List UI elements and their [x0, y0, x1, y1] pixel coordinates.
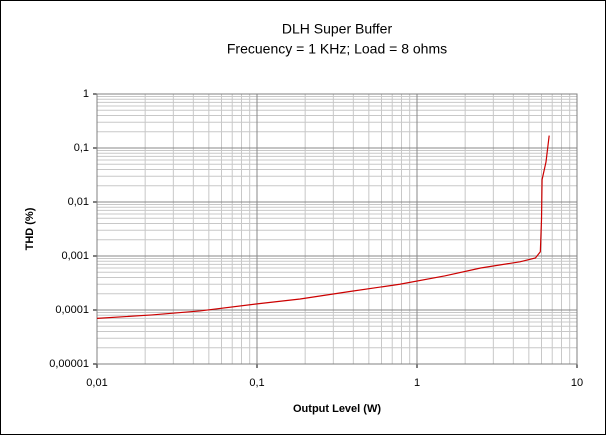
- x-axis-title: Output Level (W): [293, 403, 381, 415]
- y-tick-label: 0,1: [74, 142, 89, 154]
- y-tick-label: 0,00001: [49, 358, 89, 370]
- plot-border: [96, 93, 578, 365]
- y-tick-label: 0,01: [68, 196, 89, 208]
- x-tick-label: 0,01: [86, 377, 107, 389]
- x-tick-label: 1: [414, 377, 420, 389]
- y-tick-label: 0,0001: [55, 304, 89, 316]
- chart-subtitle: Frecuency = 1 KHz; Load = 8 ohms: [227, 41, 447, 57]
- chart-title: DLH Super Buffer: [282, 21, 393, 37]
- data-line: [96, 135, 550, 319]
- x-tick-label: 10: [571, 377, 583, 389]
- y-axis-title: THD (%): [24, 207, 36, 250]
- y-tick-label: 0,001: [61, 250, 89, 262]
- x-tick-label: 0,1: [249, 377, 264, 389]
- plot-area: [97, 94, 577, 364]
- y-tick-label: 1: [83, 88, 89, 100]
